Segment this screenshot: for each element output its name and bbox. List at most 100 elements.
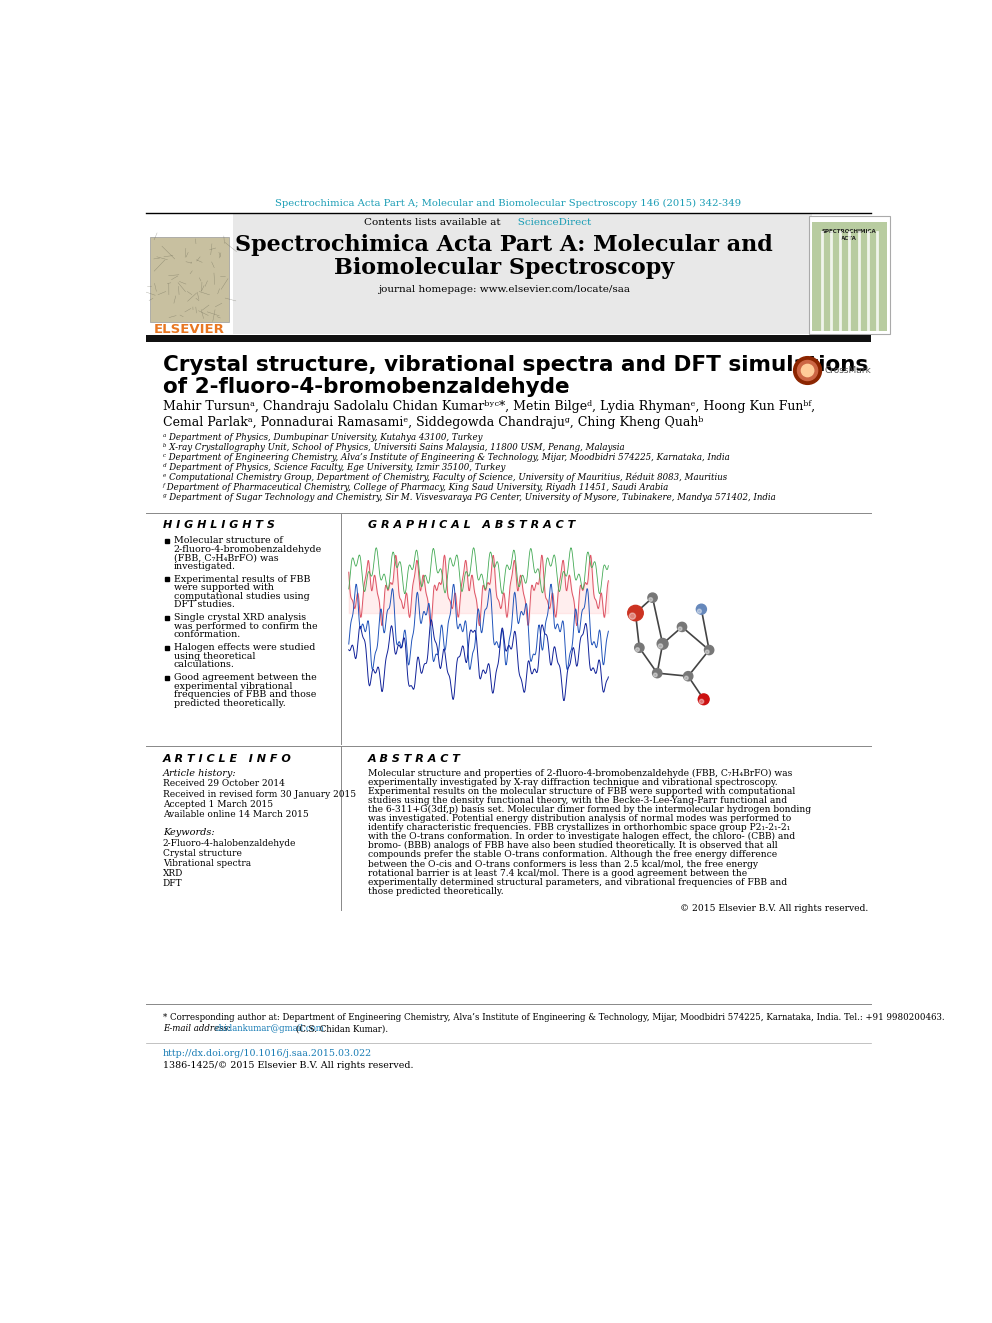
Circle shape (705, 650, 709, 654)
Text: predicted theoretically.: predicted theoretically. (174, 699, 286, 708)
Circle shape (794, 357, 821, 385)
Text: ᶠ Department of Pharmaceutical Chemistry, College of Pharmacy, King Saud Univers: ᶠ Department of Pharmaceutical Chemistry… (163, 483, 669, 492)
Text: 2-fluoro-4-bromobenzaldehyde: 2-fluoro-4-bromobenzaldehyde (174, 545, 321, 553)
Text: conformation.: conformation. (174, 630, 241, 639)
Text: Good agreement between the: Good agreement between the (174, 673, 316, 683)
Text: between the O-cis and O-trans conformers is less than 2.5 kcal/mol, the free ene: between the O-cis and O-trans conformers… (368, 860, 758, 869)
Text: experimentally determined structural parameters, and vibrational frequencies of : experimentally determined structural par… (368, 877, 788, 886)
Text: A R T I C L E   I N F O: A R T I C L E I N F O (163, 754, 292, 765)
Text: chidankumar@gmail.com: chidankumar@gmail.com (214, 1024, 324, 1033)
Text: DFT studies.: DFT studies. (174, 601, 234, 609)
Text: Received in revised form 30 January 2015: Received in revised form 30 January 2015 (163, 790, 356, 799)
Text: Single crystal XRD analysis: Single crystal XRD analysis (174, 613, 306, 622)
Text: journal homepage: www.elsevier.com/locate/saa: journal homepage: www.elsevier.com/locat… (378, 286, 630, 294)
Circle shape (704, 646, 714, 655)
Text: http://dx.doi.org/10.1016/j.saa.2015.03.022: http://dx.doi.org/10.1016/j.saa.2015.03.… (163, 1049, 372, 1058)
Text: XRD: XRD (163, 869, 184, 878)
Text: Vibrational spectra: Vibrational spectra (163, 859, 251, 868)
Circle shape (659, 644, 663, 648)
Text: Contents lists available at: Contents lists available at (364, 218, 504, 228)
FancyBboxPatch shape (150, 237, 228, 321)
Text: using theoretical: using theoretical (174, 652, 255, 660)
FancyBboxPatch shape (146, 213, 812, 335)
Text: experimental vibrational: experimental vibrational (174, 681, 292, 691)
Circle shape (657, 639, 668, 650)
Text: Molecular structure and properties of 2-fluoro-4-bromobenzaldehyde (FBB, C₇H₄BrF: Molecular structure and properties of 2-… (368, 769, 793, 778)
Text: was performed to confirm the: was performed to confirm the (174, 622, 317, 631)
FancyBboxPatch shape (809, 216, 890, 335)
Text: SPECTROCHIMICA: SPECTROCHIMICA (822, 229, 877, 234)
Text: (FBB, C₇H₄BrFO) was: (FBB, C₇H₄BrFO) was (174, 553, 278, 562)
Circle shape (696, 605, 706, 614)
Circle shape (798, 360, 817, 381)
Text: studies using the density functional theory, with the Becke-3-Lee-Yang-Parr func: studies using the density functional the… (368, 796, 788, 804)
Text: investigated.: investigated. (174, 561, 236, 570)
Text: calculations.: calculations. (174, 660, 234, 669)
Text: 1386-1425/© 2015 Elsevier B.V. All rights reserved.: 1386-1425/© 2015 Elsevier B.V. All right… (163, 1061, 414, 1069)
Circle shape (678, 622, 686, 631)
Text: Cemal Parlakᵃ, Ponnadurai Ramasamiᵉ, Siddegowda Chandrajuᵍ, Ching Kheng Quahᵇ: Cemal Parlakᵃ, Ponnadurai Ramasamiᵉ, Sid… (163, 415, 703, 429)
Text: Spectrochimica Acta Part A; Molecular and Biomolecular Spectroscopy 146 (2015) 3: Spectrochimica Acta Part A; Molecular an… (276, 198, 741, 208)
Circle shape (684, 676, 688, 680)
Text: H I G H L I G H T S: H I G H L I G H T S (163, 520, 275, 531)
Text: E-mail address:: E-mail address: (163, 1024, 230, 1033)
Text: * Corresponding author at: Department of Engineering Chemistry, Alva’s Institute: * Corresponding author at: Department of… (163, 1013, 944, 1021)
Text: ᵍ Department of Sugar Technology and Chemistry, Sir M. Visvesvaraya PG Center, U: ᵍ Department of Sugar Technology and Che… (163, 493, 776, 501)
Text: 2-Fluoro-4-halobenzaldehyde: 2-Fluoro-4-halobenzaldehyde (163, 839, 297, 848)
Text: Received 29 October 2014: Received 29 October 2014 (163, 779, 285, 789)
Text: Available online 14 March 2015: Available online 14 March 2015 (163, 810, 309, 819)
Text: bromo- (BBB) analogs of FBB have also been studied theoretically. It is observed: bromo- (BBB) analogs of FBB have also be… (368, 841, 778, 851)
Text: Accepted 1 March 2015: Accepted 1 March 2015 (163, 799, 273, 808)
Circle shape (628, 606, 643, 620)
Text: with the O-trans conformation. In order to investigate halogen effect, the chlor: with the O-trans conformation. In order … (368, 832, 796, 841)
Text: experimentally investigated by X-ray diffraction technique and vibrational spect: experimentally investigated by X-ray dif… (368, 778, 778, 787)
Circle shape (629, 613, 636, 619)
Text: identify characteristic frequencies. FBB crystallizes in orthorhombic space grou: identify characteristic frequencies. FBB… (368, 823, 791, 832)
Text: Spectrochimica Acta Part A: Molecular and: Spectrochimica Acta Part A: Molecular an… (235, 234, 773, 255)
Text: rotational barrier is at least 7.4 kcal/mol. There is a good agreement between t: rotational barrier is at least 7.4 kcal/… (368, 869, 747, 877)
Text: Molecular structure of: Molecular structure of (174, 536, 283, 545)
Text: ᵈ Department of Physics, Science Faculty, Ege University, Izmir 35100, Turkey: ᵈ Department of Physics, Science Faculty… (163, 463, 505, 472)
Text: CrossMark: CrossMark (824, 366, 871, 374)
Text: Experimental results on the molecular structure of FBB were supported with compu: Experimental results on the molecular st… (368, 787, 796, 796)
Text: Crystal structure, vibrational spectra and DFT simulations: Crystal structure, vibrational spectra a… (163, 355, 868, 376)
Circle shape (636, 648, 640, 651)
Text: computational studies using: computational studies using (174, 591, 310, 601)
FancyBboxPatch shape (146, 213, 232, 335)
Circle shape (679, 627, 682, 631)
Text: Crystal structure: Crystal structure (163, 849, 242, 857)
Text: A B S T R A C T: A B S T R A C T (368, 754, 461, 765)
Circle shape (653, 668, 662, 677)
Circle shape (683, 672, 692, 681)
Text: ᵇ X-ray Crystallography Unit, School of Physics, Universiti Sains Malaysia, 1180: ᵇ X-ray Crystallography Unit, School of … (163, 443, 624, 452)
Circle shape (802, 364, 813, 377)
Text: Keywords:: Keywords: (163, 828, 214, 837)
FancyBboxPatch shape (812, 222, 887, 331)
Text: © 2015 Elsevier B.V. All rights reserved.: © 2015 Elsevier B.V. All rights reserved… (680, 904, 868, 913)
Text: ACTA: ACTA (841, 237, 857, 241)
Text: ELSEVIER: ELSEVIER (154, 323, 224, 336)
Circle shape (648, 593, 657, 602)
Text: was investigated. Potential energy distribution analysis of normal modes was per: was investigated. Potential energy distr… (368, 814, 792, 823)
Text: (C.S. Chidan Kumar).: (C.S. Chidan Kumar). (296, 1024, 388, 1033)
Text: ᵃ Department of Physics, Dumbupinar University, Kutahya 43100, Turkey: ᵃ Department of Physics, Dumbupinar Univ… (163, 433, 482, 442)
Text: Biomolecular Spectroscopy: Biomolecular Spectroscopy (333, 257, 674, 279)
FancyBboxPatch shape (146, 335, 871, 343)
Circle shape (649, 598, 653, 602)
Text: compounds prefer the stable O-trans conformation. Although the free energy diffe: compounds prefer the stable O-trans conf… (368, 851, 778, 860)
Circle shape (698, 693, 709, 705)
Circle shape (697, 609, 701, 614)
Text: G R A P H I C A L   A B S T R A C T: G R A P H I C A L A B S T R A C T (368, 520, 575, 531)
Text: Mahir Tursunᵃ, Chandraju Sadolalu Chidan Kumarᵇʸᶜ*, Metin Bilgeᵈ, Lydia Rhymanᵉ,: Mahir Tursunᵃ, Chandraju Sadolalu Chidan… (163, 400, 814, 413)
Text: Experimental results of FBB: Experimental results of FBB (174, 574, 310, 583)
Text: ScienceDirect: ScienceDirect (417, 218, 591, 228)
Text: those predicted theoretically.: those predicted theoretically. (368, 886, 504, 896)
Text: ᶜ Department of Engineering Chemistry, Alva’s Institute of Engineering & Technol: ᶜ Department of Engineering Chemistry, A… (163, 452, 729, 462)
Circle shape (635, 643, 644, 652)
Text: were supported with: were supported with (174, 583, 274, 593)
Text: Halogen effects were studied: Halogen effects were studied (174, 643, 315, 652)
Text: Article history:: Article history: (163, 769, 236, 778)
Circle shape (699, 700, 703, 704)
Circle shape (654, 673, 657, 677)
FancyBboxPatch shape (345, 531, 868, 742)
